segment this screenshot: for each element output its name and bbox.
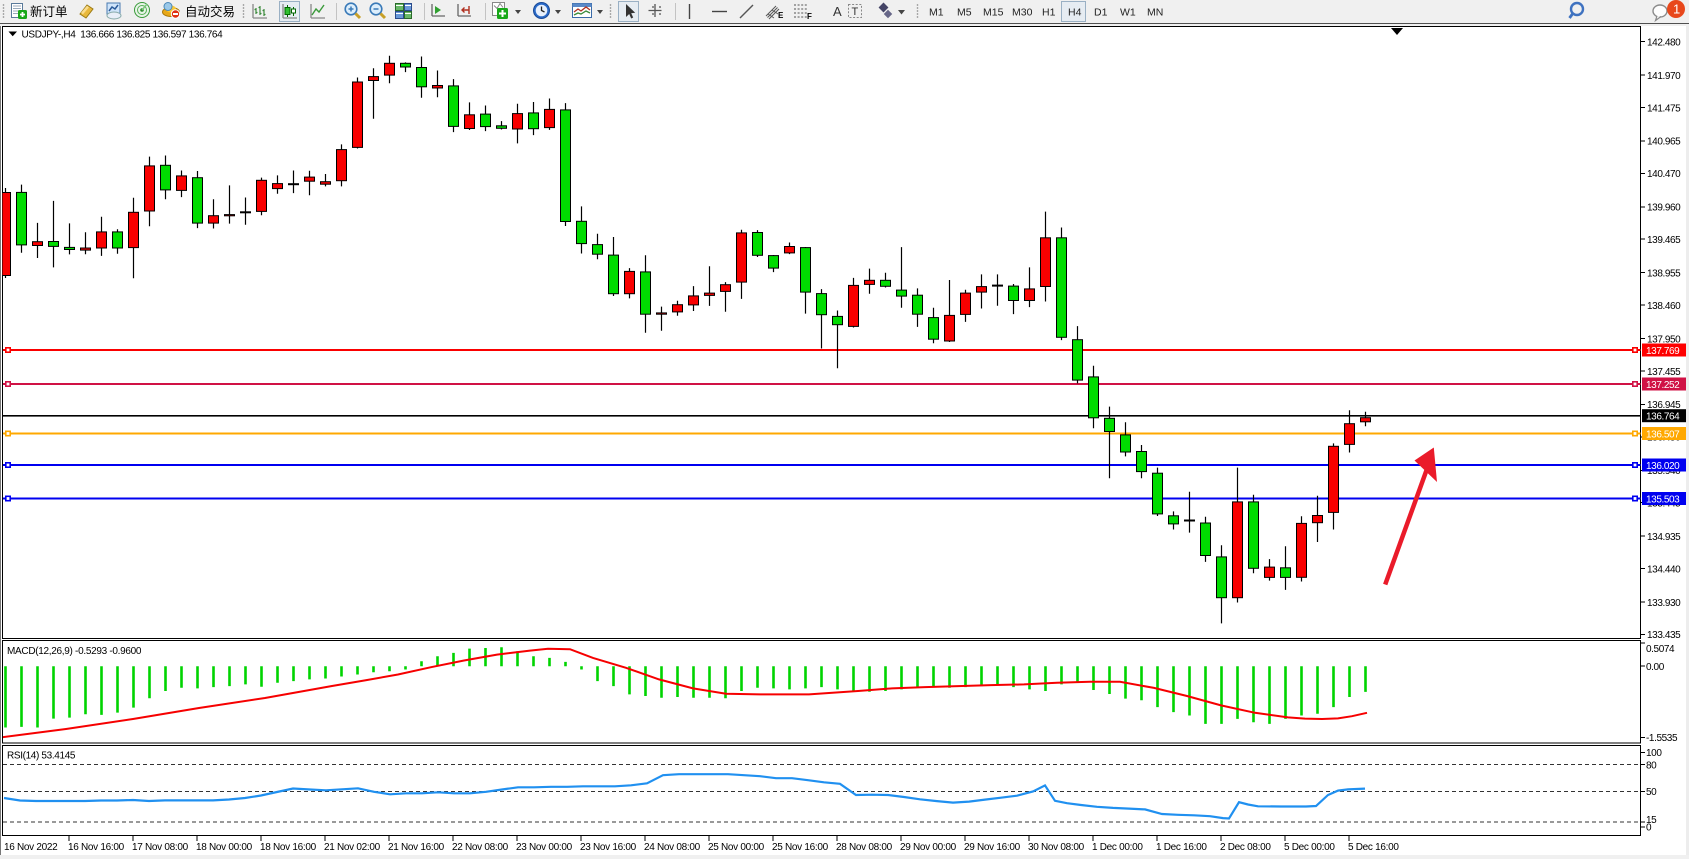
svg-text:M15: M15 [983,7,1004,19]
svg-text:0.00: 0.00 [1646,662,1665,673]
svg-text:137.769: 137.769 [1646,346,1680,357]
svg-text:F: F [807,12,812,21]
svg-text:2 Dec 08:00: 2 Dec 08:00 [1220,842,1271,853]
svg-text:136.945: 136.945 [1647,400,1681,411]
svg-text:136.020: 136.020 [1646,461,1680,472]
svg-text:18 Nov 00:00: 18 Nov 00:00 [196,842,253,853]
svg-text:自动交易: 自动交易 [185,4,235,19]
svg-text:137.455: 137.455 [1647,367,1681,378]
svg-text:137.252: 137.252 [1646,380,1680,391]
svg-text:135.503: 135.503 [1646,494,1680,505]
svg-text:138.460: 138.460 [1647,301,1681,312]
svg-text:RSI(14) 53.4145: RSI(14) 53.4145 [7,751,76,762]
svg-text:5 Dec 00:00: 5 Dec 00:00 [1284,842,1335,853]
svg-text:21 Nov 16:00: 21 Nov 16:00 [388,842,445,853]
svg-text:MACD(12,26,9) -0.5293 -0.9600: MACD(12,26,9) -0.5293 -0.9600 [7,646,142,657]
svg-text:新订单: 新订单 [30,4,68,19]
svg-text:29 Nov 16:00: 29 Nov 16:00 [964,842,1021,853]
svg-text:142.480: 142.480 [1647,37,1681,48]
svg-text:-1.5535: -1.5535 [1646,733,1678,744]
svg-text:18 Nov 16:00: 18 Nov 16:00 [260,842,317,853]
svg-text:139.465: 139.465 [1647,235,1681,246]
svg-text:A: A [833,4,842,19]
svg-text:1: 1 [1673,2,1680,17]
svg-text:25 Nov 00:00: 25 Nov 00:00 [708,842,765,853]
svg-text:28 Nov 08:00: 28 Nov 08:00 [836,842,893,853]
svg-text:136.507: 136.507 [1646,429,1680,440]
svg-text:25 Nov 16:00: 25 Nov 16:00 [772,842,829,853]
svg-text:1 Dec 16:00: 1 Dec 16:00 [1156,842,1207,853]
svg-text:30 Nov 08:00: 30 Nov 08:00 [1028,842,1085,853]
svg-text:135.940: 135.940 [1647,466,1681,477]
svg-text:D1: D1 [1094,7,1108,19]
svg-text:16 Nov 2022: 16 Nov 2022 [4,842,58,853]
svg-text:140.965: 140.965 [1647,137,1681,148]
svg-text:5 Dec 16:00: 5 Dec 16:00 [1348,842,1399,853]
svg-text:80: 80 [1646,761,1657,772]
svg-text:133.930: 133.930 [1647,598,1681,609]
svg-text:E: E [778,11,784,20]
svg-text:M5: M5 [957,7,972,19]
svg-text:M30: M30 [1012,7,1033,19]
svg-text:133.435: 133.435 [1647,630,1681,641]
svg-text:M1: M1 [929,7,944,19]
svg-text:141.475: 141.475 [1647,103,1681,114]
svg-text:134.935: 134.935 [1647,532,1681,543]
svg-text:H4: H4 [1068,7,1082,19]
svg-text:23 Nov 00:00: 23 Nov 00:00 [516,842,573,853]
svg-text:139.960: 139.960 [1647,203,1681,214]
svg-text:100: 100 [1646,748,1662,759]
svg-text:H1: H1 [1042,7,1056,19]
svg-text:138.955: 138.955 [1647,269,1681,280]
svg-text:50: 50 [1646,787,1657,798]
svg-text:0.5074: 0.5074 [1646,644,1675,655]
svg-text:0: 0 [1646,823,1652,834]
svg-text:29 Nov 00:00: 29 Nov 00:00 [900,842,957,853]
svg-text:136.764: 136.764 [1646,412,1680,423]
svg-text:17 Nov 08:00: 17 Nov 08:00 [132,842,189,853]
svg-text:21 Nov 02:00: 21 Nov 02:00 [324,842,381,853]
svg-text:134.440: 134.440 [1647,564,1681,575]
svg-text:USDJPY-,H4 136.666 136.825 13: USDJPY-,H4 136.666 136.825 136.597 136.7… [22,29,224,40]
svg-text:T: T [852,6,859,18]
svg-text:140.470: 140.470 [1647,169,1681,180]
svg-text:137.950: 137.950 [1647,334,1681,345]
svg-text:MN: MN [1147,7,1163,19]
svg-text:1 Dec 00:00: 1 Dec 00:00 [1092,842,1143,853]
svg-text:24 Nov 08:00: 24 Nov 08:00 [644,842,701,853]
svg-text:141.970: 141.970 [1647,71,1681,82]
svg-text:16 Nov 16:00: 16 Nov 16:00 [68,842,125,853]
svg-text:15: 15 [1646,815,1657,826]
svg-text:22 Nov 08:00: 22 Nov 08:00 [452,842,509,853]
svg-text:W1: W1 [1120,7,1136,19]
svg-text:23 Nov 16:00: 23 Nov 16:00 [580,842,637,853]
